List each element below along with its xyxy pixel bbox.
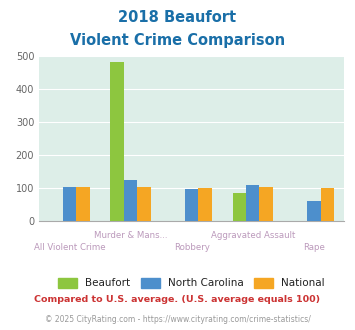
- Text: Murder & Mans...: Murder & Mans...: [94, 231, 168, 240]
- Bar: [260, 187, 273, 221]
- Bar: [124, 180, 137, 221]
- Bar: [137, 187, 151, 221]
- Text: Aggravated Assault: Aggravated Assault: [211, 231, 295, 240]
- Bar: [63, 187, 76, 221]
- Bar: [198, 188, 212, 221]
- Bar: [321, 188, 334, 221]
- Bar: [233, 193, 246, 221]
- Bar: [110, 62, 124, 221]
- Text: Rape: Rape: [303, 243, 325, 251]
- Text: All Violent Crime: All Violent Crime: [34, 243, 105, 251]
- Bar: [246, 185, 260, 221]
- Text: Violent Crime Comparison: Violent Crime Comparison: [70, 33, 285, 48]
- Text: Compared to U.S. average. (U.S. average equals 100): Compared to U.S. average. (U.S. average …: [34, 295, 321, 304]
- Text: © 2025 CityRating.com - https://www.cityrating.com/crime-statistics/: © 2025 CityRating.com - https://www.city…: [45, 315, 310, 324]
- Text: 2018 Beaufort: 2018 Beaufort: [119, 10, 236, 25]
- Bar: [307, 201, 321, 221]
- Text: Robbery: Robbery: [174, 243, 210, 251]
- Bar: [76, 187, 90, 221]
- Legend: Beaufort, North Carolina, National: Beaufort, North Carolina, National: [59, 278, 325, 288]
- Bar: [185, 189, 198, 221]
